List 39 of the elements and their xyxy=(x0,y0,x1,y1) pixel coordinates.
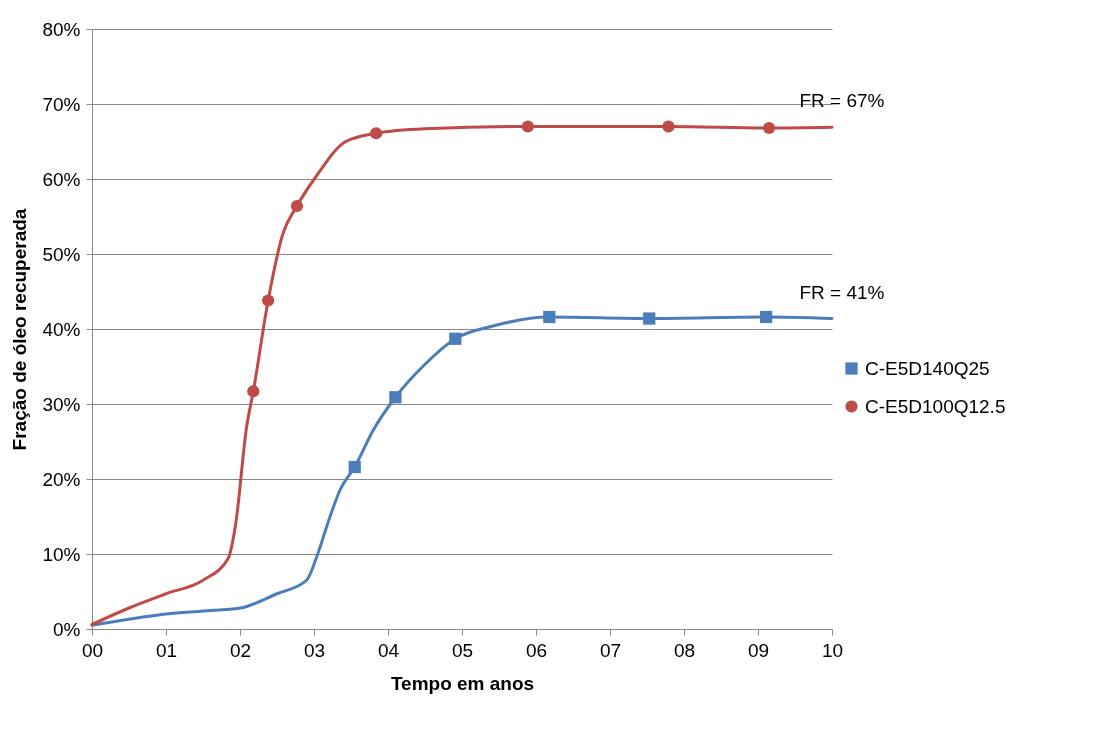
y-tick-label: 50% xyxy=(42,243,81,265)
point xyxy=(662,120,675,133)
annotation: FR = 41% xyxy=(799,281,885,303)
point xyxy=(449,332,462,345)
x-tick-label: 02 xyxy=(229,639,252,661)
point xyxy=(760,310,773,324)
x-tick-label: 06 xyxy=(525,639,548,661)
y-tick-label: 20% xyxy=(42,468,81,490)
point xyxy=(290,199,304,213)
x-tick-label: 08 xyxy=(673,639,696,661)
point xyxy=(348,460,361,474)
y-tick-label: 0% xyxy=(53,618,81,640)
x-tick-label: 05 xyxy=(451,639,474,661)
point xyxy=(643,312,656,325)
legend-label: C-E5D100Q12.5 xyxy=(865,395,1006,417)
x-tick-label: 04 xyxy=(377,639,400,661)
x-tick-label: 07 xyxy=(599,639,622,661)
x-tick-label: 00 xyxy=(81,639,104,661)
y-tick-label: 60% xyxy=(42,168,81,190)
point xyxy=(247,385,260,398)
y-tick-label: 80% xyxy=(42,18,81,40)
point xyxy=(521,120,534,133)
point xyxy=(543,310,556,324)
annotation: FR = 67% xyxy=(799,89,885,111)
point xyxy=(262,294,275,307)
x-tick-label: 01 xyxy=(155,639,178,661)
legend-label: C-E5D140Q25 xyxy=(865,357,990,379)
y-tick-label: 70% xyxy=(42,93,81,115)
x-axis-title: Tempo em anos xyxy=(390,672,535,694)
point xyxy=(389,391,402,404)
y-tick-label: 40% xyxy=(42,318,81,340)
x-tick-label: 09 xyxy=(747,639,770,661)
point xyxy=(762,121,776,135)
point xyxy=(370,127,383,140)
y-tick-label: 10% xyxy=(42,543,81,565)
x-tick-label: 10 xyxy=(821,639,844,661)
y-tick-label: 30% xyxy=(42,393,81,415)
y-axis-title: Fração de óleo recuperada xyxy=(9,208,31,451)
x-tick-label: 03 xyxy=(303,639,326,661)
